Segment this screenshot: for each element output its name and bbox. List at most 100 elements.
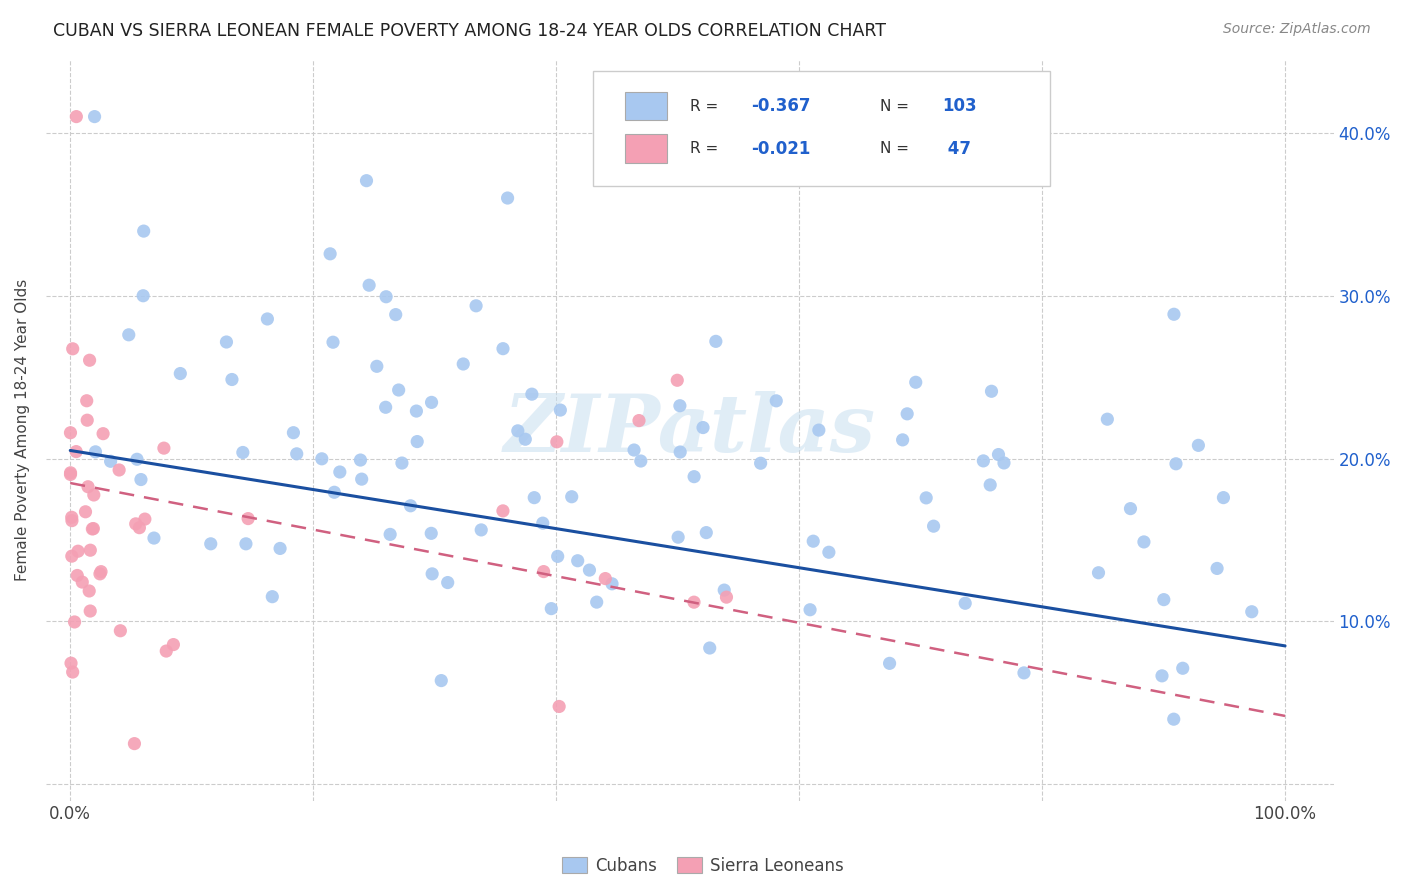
Point: [567, 554, 589, 568]
Point: [399, 499, 422, 513]
Point: [765, 393, 787, 408]
Point: [283, 425, 305, 440]
Point: [531, 516, 554, 530]
Point: [110, 624, 132, 638]
Point: [550, 403, 572, 417]
Point: [987, 448, 1010, 462]
FancyBboxPatch shape: [626, 135, 666, 162]
Point: [232, 445, 254, 459]
Point: [713, 583, 735, 598]
Point: [59, 466, 82, 480]
Point: [683, 595, 706, 609]
Point: [1163, 307, 1185, 321]
Point: [235, 537, 257, 551]
Point: [125, 452, 148, 467]
Point: [375, 290, 398, 304]
Point: [1012, 665, 1035, 680]
Point: [953, 596, 976, 610]
Point: [600, 576, 623, 591]
Point: [1097, 412, 1119, 426]
Point: [799, 603, 821, 617]
Point: [118, 327, 141, 342]
Point: [406, 434, 429, 449]
Point: [65, 110, 87, 124]
Point: [506, 424, 529, 438]
Point: [79, 604, 101, 618]
Point: [470, 523, 492, 537]
Point: [59, 467, 82, 482]
Text: -0.021: -0.021: [752, 139, 811, 158]
Point: [83, 110, 105, 124]
Point: [62, 665, 84, 679]
Point: [520, 387, 543, 401]
Point: [749, 456, 772, 470]
Point: [979, 478, 1001, 492]
Point: [59, 425, 82, 440]
Y-axis label: Female Poverty Among 18-24 Year Olds: Female Poverty Among 18-24 Year Olds: [15, 279, 30, 582]
Point: [547, 549, 569, 564]
Point: [1187, 438, 1209, 452]
Point: [1240, 605, 1263, 619]
Point: [585, 595, 607, 609]
Point: [451, 357, 474, 371]
Point: [993, 456, 1015, 470]
Point: [67, 544, 90, 558]
Point: [627, 413, 650, 427]
Point: [420, 395, 443, 409]
Point: [60, 510, 83, 524]
Point: [430, 673, 453, 688]
Text: R =: R =: [690, 141, 723, 156]
Point: [60, 549, 83, 563]
Point: [329, 465, 352, 479]
Point: [134, 512, 156, 526]
Point: [65, 444, 87, 458]
Point: [915, 491, 938, 505]
Point: [285, 447, 308, 461]
Point: [683, 469, 706, 483]
Point: [515, 432, 537, 446]
Point: [322, 335, 344, 350]
Text: N =: N =: [880, 99, 914, 114]
Point: [82, 522, 104, 536]
Text: CUBAN VS SIERRA LEONEAN FEMALE POVERTY AMONG 18-24 YEAR OLDS CORRELATION CHART: CUBAN VS SIERRA LEONEAN FEMALE POVERTY A…: [53, 22, 886, 40]
Point: [91, 426, 114, 441]
Point: [132, 224, 155, 238]
Point: [391, 456, 413, 470]
Point: [533, 565, 555, 579]
Text: N =: N =: [880, 141, 914, 156]
Text: 103: 103: [942, 97, 977, 115]
Point: [62, 342, 84, 356]
Point: [972, 454, 994, 468]
Point: [128, 521, 150, 535]
Point: [561, 490, 583, 504]
Point: [548, 699, 571, 714]
Point: [1171, 661, 1194, 675]
Point: [378, 527, 401, 541]
Point: [72, 575, 94, 590]
Point: [256, 312, 278, 326]
Point: [384, 308, 406, 322]
Point: [669, 445, 692, 459]
Point: [82, 522, 104, 536]
Point: [100, 454, 122, 468]
Point: [79, 543, 101, 558]
Point: [388, 383, 411, 397]
Point: [420, 526, 443, 541]
Point: [169, 367, 191, 381]
Point: [366, 359, 388, 374]
Point: [496, 191, 519, 205]
Point: [60, 656, 83, 670]
Point: [879, 657, 901, 671]
Point: [77, 584, 100, 599]
Point: [436, 575, 458, 590]
Text: -0.367: -0.367: [752, 97, 811, 115]
Point: [60, 514, 83, 528]
Point: [807, 423, 830, 437]
Point: [76, 393, 98, 408]
Point: [356, 174, 378, 188]
Point: [76, 413, 98, 427]
Point: [125, 516, 148, 531]
Point: [704, 334, 727, 349]
Point: [1212, 491, 1234, 505]
Point: [124, 737, 146, 751]
